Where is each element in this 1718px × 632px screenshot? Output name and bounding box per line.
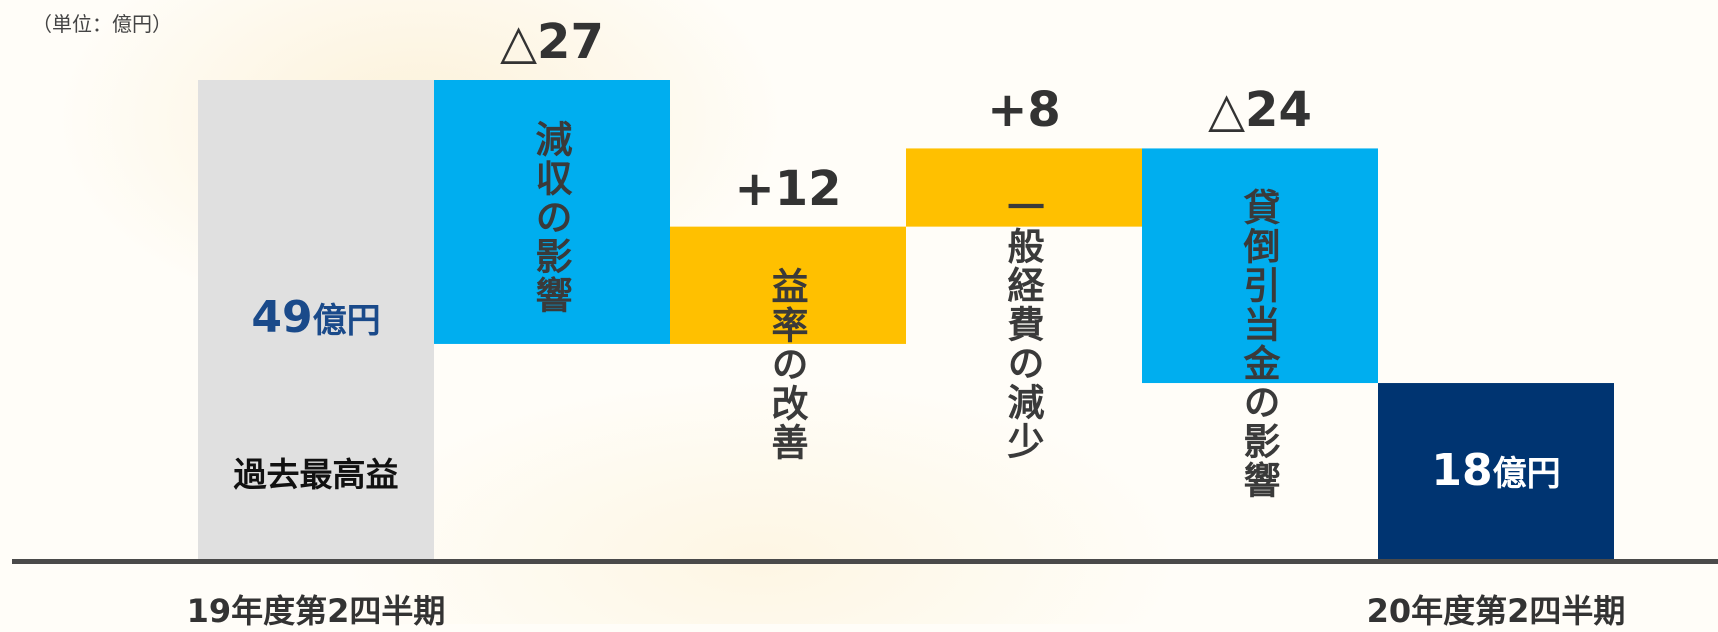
delta-label-allowance: △24 xyxy=(1208,82,1312,139)
record-profit-label: 過去最高益 xyxy=(233,455,399,494)
period-label-start: 19年度第2四半期 xyxy=(186,592,446,630)
bar-3 xyxy=(906,148,1142,227)
unit-label: （単位：億円） xyxy=(32,12,172,36)
bar-0 xyxy=(198,80,434,559)
bar-2 xyxy=(670,226,906,344)
category-revenue-decline: 減収の影響 xyxy=(529,120,572,315)
category-allowance-impact: 貸倒引当金の影響 xyxy=(1237,188,1280,501)
end-total-value: 18億円 xyxy=(1378,449,1614,493)
delta-label-expense: +8 xyxy=(987,82,1061,139)
start-total-unit: 億円 xyxy=(312,301,381,341)
start-total-value: 49億円 xyxy=(198,296,434,340)
category-expense-reduction: 一般経費の減少 xyxy=(1001,188,1044,462)
start-total-number: 49 xyxy=(251,292,313,343)
category-margin-improvement: 益率の改善 xyxy=(765,266,808,462)
bar-1 xyxy=(434,80,670,344)
baseline-axis xyxy=(12,559,1718,564)
end-total-unit: 億円 xyxy=(1492,454,1561,495)
period-label-end: 20年度第2四半期 xyxy=(1366,592,1626,630)
bar-4 xyxy=(1142,148,1378,384)
bar-5 xyxy=(1378,383,1614,559)
delta-label-margin: +12 xyxy=(734,160,842,217)
end-total-number: 18 xyxy=(1431,445,1493,497)
delta-label-revenue: △27 xyxy=(500,14,604,70)
